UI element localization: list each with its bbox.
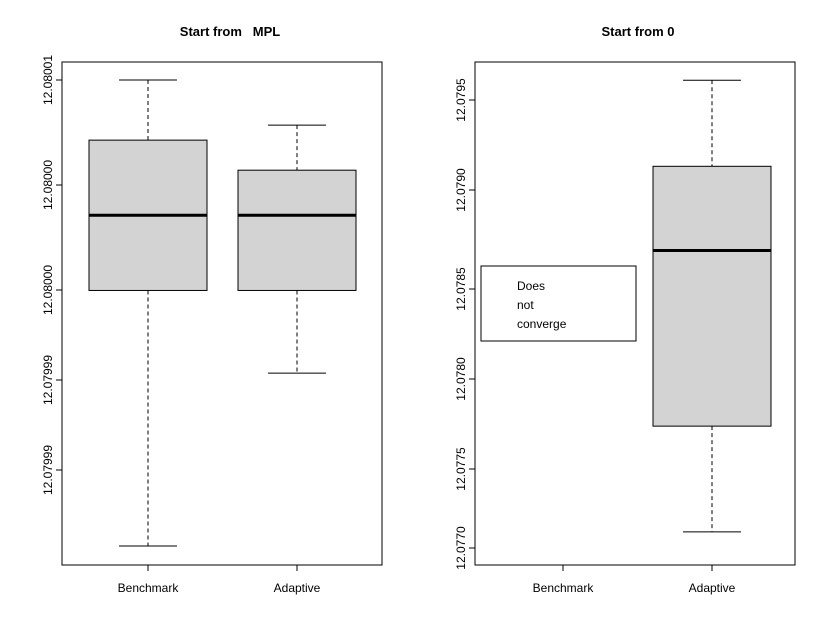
legend-line-2: not [517,298,534,312]
y-tick-label: 12.0785 [454,267,468,311]
y-tick-label: 12.08000 [41,160,55,210]
y-axis: 12.0770 12.0775 12.0780 12.0785 12.0790 12.07… [454,78,475,570]
boxes [88,79,357,547]
panel-start-from-mpl: Start from MPL 12.0800112.0800012.080001… [41,24,383,595]
iqr-box [652,165,772,427]
legend-box: Does not converge [480,265,637,342]
x-tick-label: Adaptive [689,581,736,595]
box-adaptive [237,124,357,374]
y-tick-label: 12.08001 [41,55,55,105]
panel-start-from-zero: Start from 0 12.0770 12.0775 12.0780 12.078… [454,24,796,595]
legend-frame [480,265,637,342]
legend-line-1: Does [517,279,545,293]
y-tick-label: 12.08000 [41,265,55,315]
chart-title: Start from MPL [180,24,280,39]
y-tick-label: 12.0795 [454,78,468,122]
y-tick-label: 12.07999 [41,445,55,495]
x-tick-label: Benchmark [118,581,180,595]
y-tick-label: 12.0790 [454,168,468,212]
y-tick-label: 12.07999 [41,355,55,405]
x-axis: Benchmark Adaptive [533,565,736,595]
y-tick-label: 12.0780 [454,357,468,401]
y-tick-label: 12.0770 [454,526,468,570]
y-axis: 12.08001 12.08000 12.08000 12.07999 12.07999 [41,55,62,495]
x-tick-label: Adaptive [274,581,321,595]
x-tick-label: Benchmark [533,581,595,595]
legend-line-3: converge [517,317,567,331]
y-tick-label: 12.0775 [454,447,468,491]
box-benchmark [88,79,208,547]
plot-frame [474,61,796,566]
chart-title: Start from 0 [602,24,675,39]
x-axis: Benchmark Adaptive [118,565,321,595]
box-adaptive [652,79,772,533]
boxes [652,79,772,533]
plot-frame [61,61,383,566]
iqr-box [237,169,357,291]
